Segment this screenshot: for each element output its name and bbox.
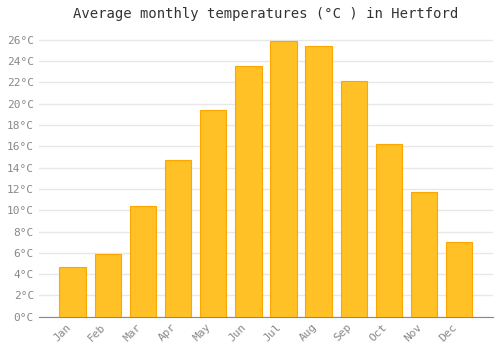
Bar	[94, 254, 121, 317]
Bar	[376, 144, 402, 317]
Bar	[411, 192, 438, 317]
Bar	[200, 110, 226, 317]
Bar	[306, 46, 332, 317]
Bar	[130, 206, 156, 317]
Bar	[165, 160, 191, 317]
Title: Average monthly temperatures (°C ) in Hertford: Average monthly temperatures (°C ) in He…	[74, 7, 458, 21]
Bar	[270, 41, 296, 317]
Bar	[340, 81, 367, 317]
Bar	[446, 242, 472, 317]
Bar	[235, 66, 262, 317]
Bar	[60, 267, 86, 317]
